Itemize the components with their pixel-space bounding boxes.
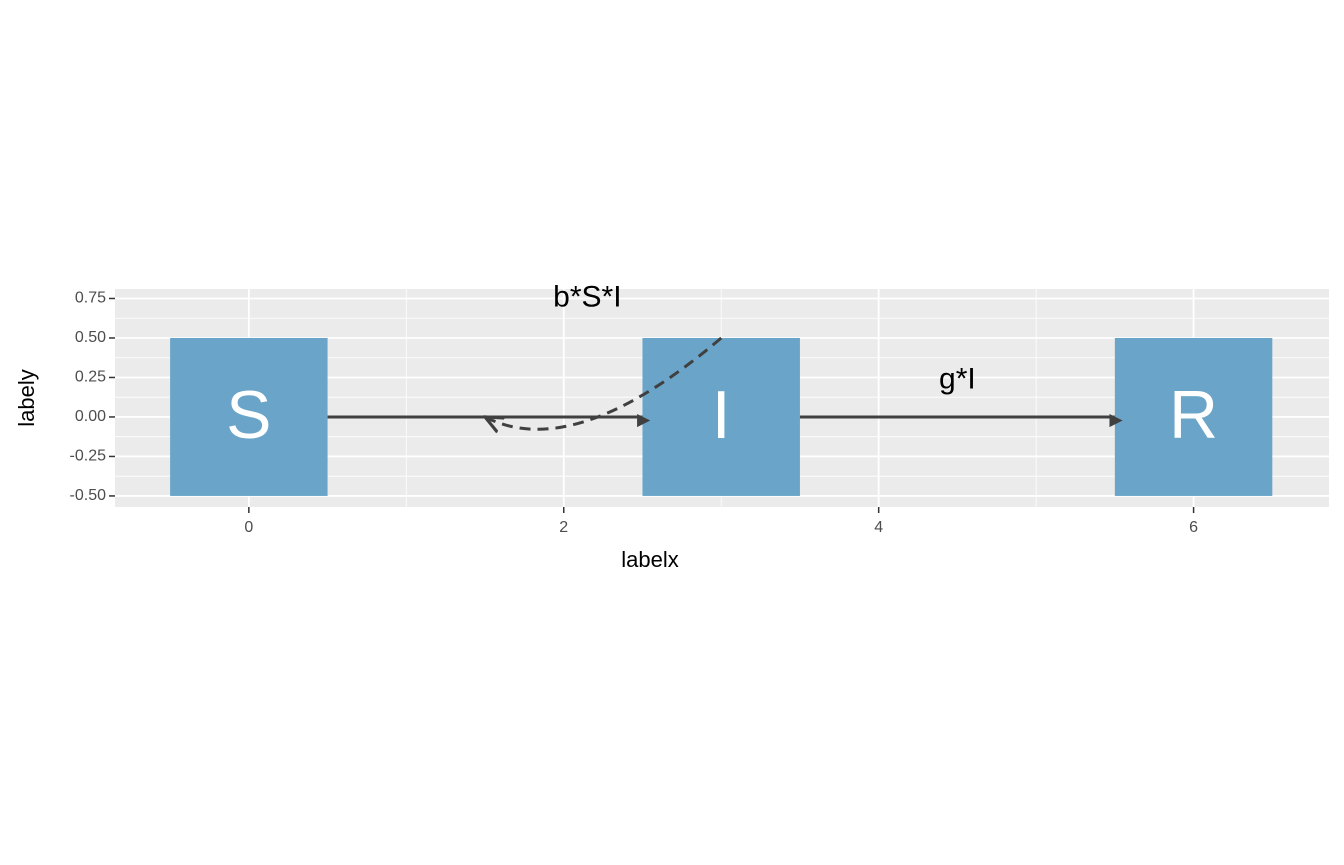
node-box [1114, 337, 1273, 496]
node-box [642, 337, 800, 496]
y-tick-label: 0.50 [75, 329, 106, 346]
node-box [170, 337, 328, 496]
y-tick-label: -0.25 [70, 448, 107, 465]
y-tick-label: 0.00 [75, 408, 106, 425]
y-axis-title: labely [14, 369, 39, 426]
x-tick-label: 4 [874, 519, 883, 536]
node-label: I [712, 377, 731, 453]
x-tick-label: 0 [244, 519, 253, 536]
x-axis-title: labelx [621, 547, 678, 572]
y-tick-label: 0.75 [75, 290, 106, 307]
node-label: S [226, 377, 271, 453]
node-label: R [1169, 377, 1218, 453]
y-tick-label: 0.25 [75, 369, 106, 386]
flow-label: g*I [939, 363, 976, 396]
x-tick-label: 6 [1189, 519, 1198, 536]
flow-label: b*S*I [553, 280, 621, 313]
x-tick-label: 2 [559, 519, 568, 536]
y-tick-label: -0.50 [70, 487, 107, 504]
flow-arrow [485, 336, 723, 429]
